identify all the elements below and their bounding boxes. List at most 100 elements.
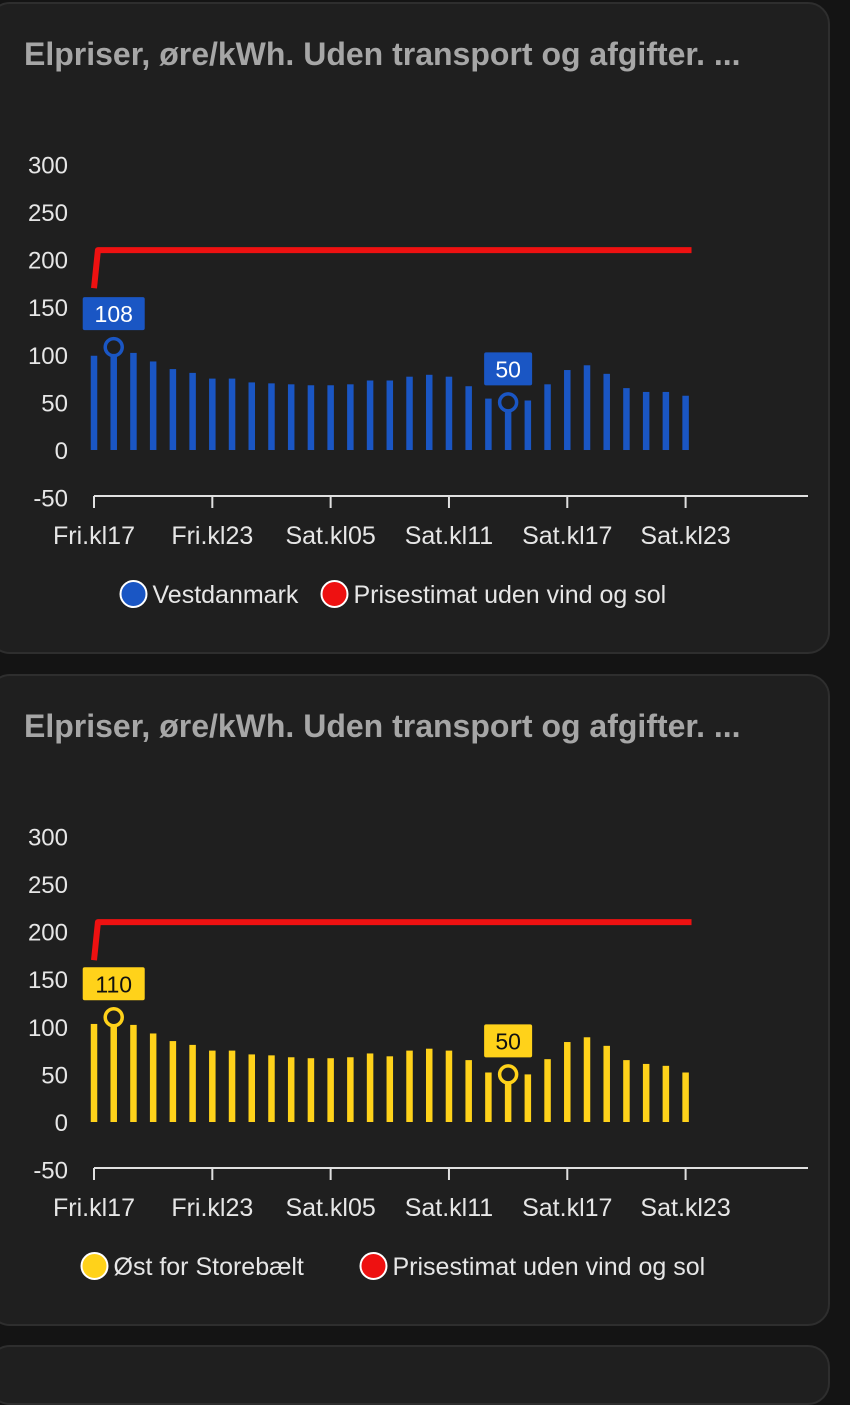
x-axis: Fri.kl17 Fri.kl23 Sat.kl05 Sat.kl11 Sat.kl17… bbox=[53, 1167, 808, 1222]
annotation-label-bg bbox=[484, 352, 533, 386]
x-tick-label: Sat.kl05 bbox=[285, 522, 375, 550]
bar bbox=[564, 1042, 571, 1122]
bar bbox=[504, 402, 512, 450]
y-tick-label: 0 bbox=[55, 438, 68, 465]
bar bbox=[583, 365, 591, 450]
annotation-label: 50 bbox=[495, 356, 521, 382]
bar bbox=[209, 378, 216, 450]
annotation-label-bg bbox=[82, 297, 145, 331]
y-tick-label: 50 bbox=[41, 1062, 68, 1089]
bar bbox=[287, 384, 295, 450]
bar bbox=[189, 372, 196, 450]
annotation-marker bbox=[497, 1064, 519, 1085]
y-tick-label: 200 bbox=[28, 920, 68, 947]
y-axis: 300 250 200 150 100 50 0 -50 bbox=[28, 152, 68, 512]
bar bbox=[504, 1074, 512, 1122]
annotation-label-bg bbox=[82, 967, 145, 1001]
legend-label: Øst for Storebælt bbox=[114, 1253, 304, 1281]
bar bbox=[682, 395, 689, 450]
y-tick-label: 50 bbox=[41, 390, 68, 417]
bar-series bbox=[90, 347, 689, 450]
x-tick-label: Sat.kl23 bbox=[640, 522, 730, 550]
bar bbox=[110, 1017, 117, 1122]
y-tick-label: 300 bbox=[28, 152, 68, 179]
annotation-label: 108 bbox=[95, 301, 133, 327]
bar bbox=[268, 383, 275, 450]
y-tick-label: 150 bbox=[28, 967, 68, 994]
bar bbox=[307, 1058, 315, 1122]
bar bbox=[524, 1074, 532, 1122]
bar bbox=[544, 384, 551, 450]
bar bbox=[662, 391, 670, 450]
bar bbox=[386, 380, 394, 450]
value-annotation: 110 bbox=[82, 967, 145, 1028]
bar bbox=[90, 355, 98, 450]
x-tick-label: Sat.kl23 bbox=[640, 1194, 730, 1222]
price-chart-west: 300 250 200 150 100 50 0 -50 Fri.kl17 Fri.kl23 Sat… bbox=[28, 152, 808, 609]
bar bbox=[485, 398, 492, 450]
bar bbox=[327, 1058, 334, 1122]
bar bbox=[169, 1041, 177, 1122]
bar bbox=[90, 1023, 98, 1122]
price-card-east[interactable]: Elpriser, øre/kWh. Uden transport og afg… bbox=[0, 674, 830, 1326]
estimate-line bbox=[91, 919, 692, 961]
bar bbox=[642, 391, 650, 450]
annotation-label: 110 bbox=[95, 971, 132, 997]
bar bbox=[248, 382, 256, 450]
bar bbox=[544, 1059, 551, 1122]
bar bbox=[169, 369, 177, 450]
x-tick-label: Sat.kl17 bbox=[522, 522, 612, 550]
y-tick-label: 300 bbox=[28, 824, 68, 851]
x-tick-label: Sat.kl17 bbox=[522, 1194, 612, 1222]
y-tick-label: 0 bbox=[55, 1110, 68, 1137]
x-tick-label: Sat.kl11 bbox=[405, 522, 493, 550]
legend-swatch bbox=[119, 580, 148, 608]
y-tick-label: 100 bbox=[28, 1015, 68, 1042]
bar bbox=[287, 1057, 295, 1122]
bar bbox=[228, 378, 236, 450]
bar bbox=[623, 1060, 630, 1122]
value-annotation: 108 bbox=[82, 297, 145, 358]
bar bbox=[149, 361, 157, 450]
bar bbox=[682, 1072, 689, 1122]
x-tick-label: Fri.kl23 bbox=[171, 522, 253, 550]
bar bbox=[228, 1050, 236, 1122]
value-annotation: 50 bbox=[484, 352, 533, 413]
legend-item: Vestdanmark bbox=[119, 580, 299, 609]
legend-label: Vestdanmark bbox=[153, 581, 299, 609]
y-tick-label: -50 bbox=[33, 1158, 68, 1185]
legend: Øst for Storebælt Prisestimat uden vind o… bbox=[80, 1252, 705, 1281]
bar bbox=[406, 1050, 413, 1122]
y-tick-label: 100 bbox=[28, 343, 68, 370]
bar bbox=[209, 1050, 216, 1122]
bar bbox=[465, 1060, 472, 1122]
bar bbox=[307, 385, 315, 450]
bar bbox=[248, 1054, 256, 1122]
x-tick-label: Fri.kl23 bbox=[171, 1194, 253, 1222]
bar bbox=[366, 1053, 374, 1122]
x-axis: Fri.kl17 Fri.kl23 Sat.kl05 Sat.kl11 Sat.kl17… bbox=[53, 495, 808, 550]
card-title: Elpriser, øre/kWh. Uden transport og afg… bbox=[24, 36, 741, 72]
bar bbox=[366, 380, 374, 450]
bar bbox=[327, 385, 334, 450]
y-tick-label: -50 bbox=[33, 486, 68, 513]
legend: Vestdanmark Prisestimat uden vind og sol bbox=[119, 580, 666, 609]
bar bbox=[347, 1057, 354, 1122]
y-tick-label: 150 bbox=[28, 295, 68, 322]
bar-series bbox=[90, 1017, 689, 1122]
price-card-west[interactable]: Elpriser, øre/kWh. Uden transport og afg… bbox=[0, 2, 830, 654]
legend-item: Øst for Storebælt bbox=[80, 1252, 304, 1281]
annotation-marker bbox=[497, 392, 519, 413]
x-tick-label: Sat.kl05 bbox=[285, 1194, 375, 1222]
x-tick-label: Sat.kl11 bbox=[405, 1194, 493, 1222]
bar bbox=[347, 384, 354, 450]
value-annotation: 50 bbox=[484, 1024, 533, 1085]
estimate-line bbox=[91, 247, 692, 289]
bar bbox=[386, 1056, 394, 1122]
bar bbox=[603, 373, 610, 450]
price-chart-east: 300 250 200 150 100 50 0 -50 Fri.kl17 Fri.kl23 Sat… bbox=[28, 824, 808, 1281]
bar bbox=[445, 376, 453, 450]
bar bbox=[465, 386, 472, 450]
legend-swatch bbox=[359, 1252, 388, 1280]
annotation-label: 50 bbox=[495, 1028, 521, 1054]
